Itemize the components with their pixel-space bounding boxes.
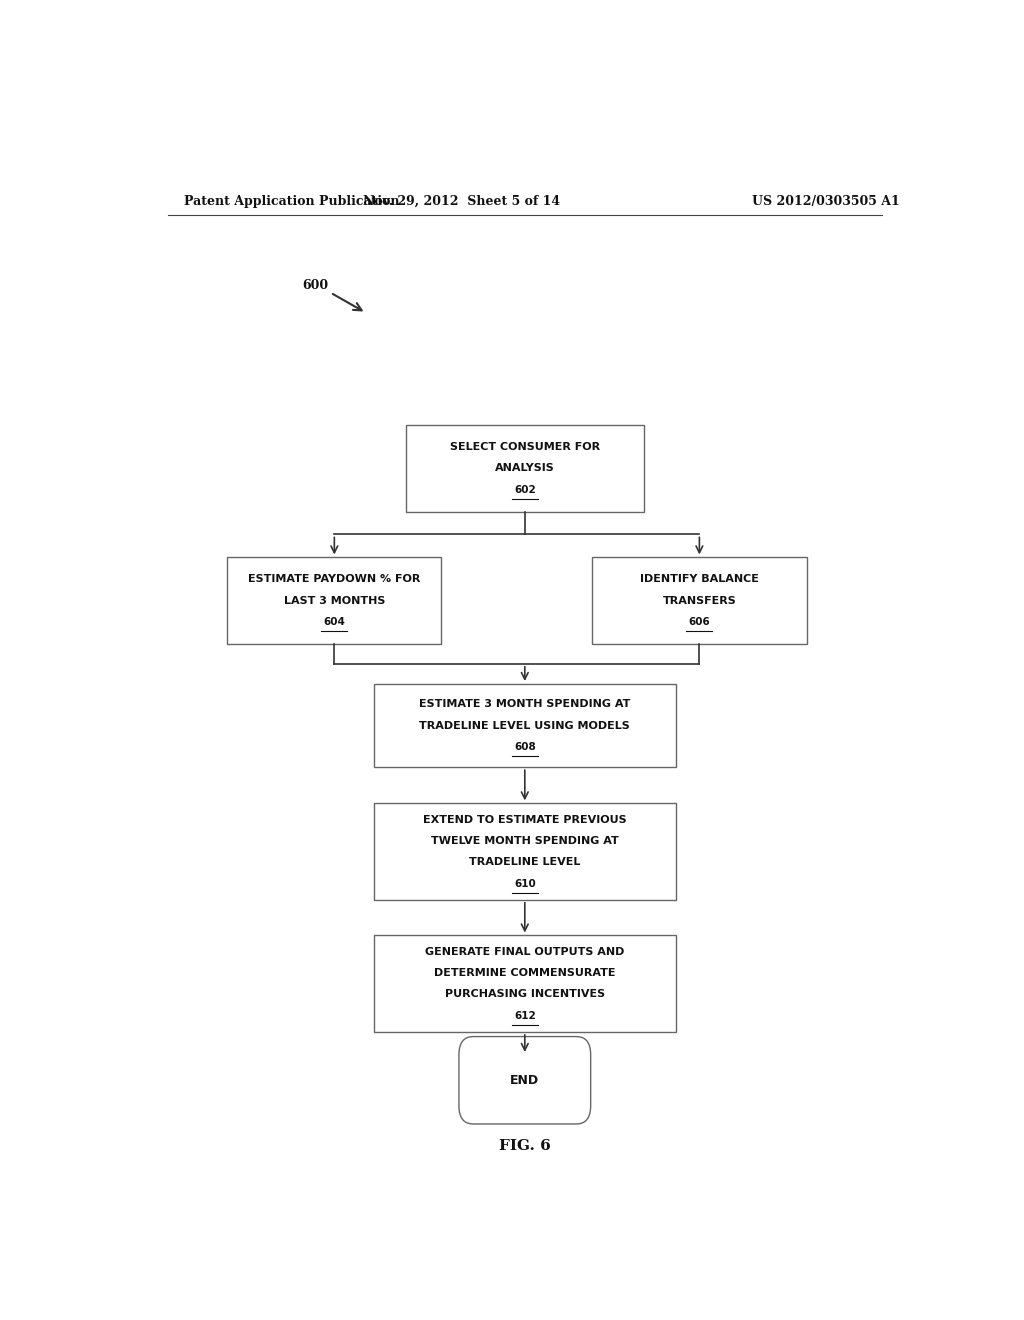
Text: 610: 610 (514, 879, 536, 888)
Text: Patent Application Publication: Patent Application Publication (183, 194, 399, 207)
Text: GENERATE FINAL OUTPUTS AND: GENERATE FINAL OUTPUTS AND (425, 946, 625, 957)
FancyBboxPatch shape (592, 557, 807, 644)
FancyBboxPatch shape (227, 557, 441, 644)
FancyBboxPatch shape (406, 425, 644, 512)
Text: ESTIMATE PAYDOWN % FOR: ESTIMATE PAYDOWN % FOR (248, 574, 421, 585)
Text: SELECT CONSUMER FOR: SELECT CONSUMER FOR (450, 442, 600, 451)
Text: TRANSFERS: TRANSFERS (663, 595, 736, 606)
Text: DETERMINE COMMENSURATE: DETERMINE COMMENSURATE (434, 968, 615, 978)
Text: 602: 602 (514, 484, 536, 495)
Text: LAST 3 MONTHS: LAST 3 MONTHS (284, 595, 385, 606)
Text: TRADELINE LEVEL USING MODELS: TRADELINE LEVEL USING MODELS (420, 721, 630, 730)
Text: 612: 612 (514, 1011, 536, 1020)
FancyBboxPatch shape (459, 1036, 591, 1125)
Text: ESTIMATE 3 MONTH SPENDING AT: ESTIMATE 3 MONTH SPENDING AT (419, 700, 631, 709)
Text: 606: 606 (688, 616, 711, 627)
Text: 604: 604 (324, 616, 345, 627)
Text: 600: 600 (303, 279, 329, 292)
Text: EXTEND TO ESTIMATE PREVIOUS: EXTEND TO ESTIMATE PREVIOUS (423, 814, 627, 825)
Text: FIG. 6: FIG. 6 (499, 1139, 551, 1154)
Text: IDENTIFY BALANCE: IDENTIFY BALANCE (640, 574, 759, 585)
Text: TWELVE MONTH SPENDING AT: TWELVE MONTH SPENDING AT (431, 836, 618, 846)
Text: US 2012/0303505 A1: US 2012/0303505 A1 (753, 194, 900, 207)
Text: PURCHASING INCENTIVES: PURCHASING INCENTIVES (444, 990, 605, 999)
Text: Nov. 29, 2012  Sheet 5 of 14: Nov. 29, 2012 Sheet 5 of 14 (362, 194, 560, 207)
Text: TRADELINE LEVEL: TRADELINE LEVEL (469, 857, 581, 867)
Text: 608: 608 (514, 742, 536, 752)
FancyBboxPatch shape (374, 684, 676, 767)
Text: ANALYSIS: ANALYSIS (495, 463, 555, 474)
FancyBboxPatch shape (374, 936, 676, 1032)
Text: END: END (510, 1073, 540, 1086)
FancyBboxPatch shape (374, 804, 676, 900)
